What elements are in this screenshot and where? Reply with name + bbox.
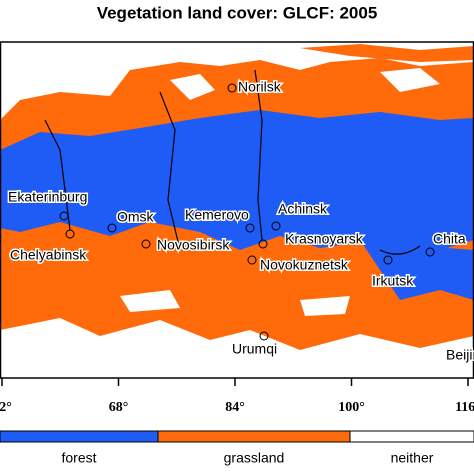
longitude-axis: 52° 68° 84° 100° 116° <box>0 378 474 415</box>
tick-label: 68° <box>109 400 129 415</box>
city-label: Norilsk <box>238 79 282 95</box>
city-label: Chita <box>433 231 466 247</box>
city-marker <box>247 255 257 265</box>
city-marker <box>271 221 281 231</box>
legend-label: forest <box>61 450 96 466</box>
city-marker <box>107 223 117 233</box>
white-patch <box>170 68 440 100</box>
legend-swatch <box>157 430 351 443</box>
city-marker <box>65 229 75 239</box>
legend-swatch <box>349 430 474 443</box>
city-marker <box>258 239 268 249</box>
city-label: Beijing <box>446 347 474 363</box>
white-south <box>0 318 474 378</box>
city-label: Krasnoyarsk <box>285 231 364 247</box>
city-label: Chelyabinsk <box>10 247 87 263</box>
legend-label: grassland <box>224 450 285 466</box>
city-marker <box>227 83 237 93</box>
forest-east <box>360 240 474 300</box>
city-marker <box>259 331 269 341</box>
title: Vegetation land cover: GLCF: 2005 <box>97 3 378 22</box>
city-label: Kemerovo <box>185 207 249 223</box>
city-label: Urumqi <box>232 341 277 357</box>
tick-label: 116° <box>455 400 474 415</box>
tick-label: 84° <box>225 400 245 415</box>
city-label: Novosibirsk <box>157 237 230 253</box>
city-marker <box>245 223 255 233</box>
land-cover <box>0 42 474 378</box>
legend: forest grassland neither <box>0 430 474 466</box>
city-marker <box>59 211 69 221</box>
city-labels: Norilsk Ekaterinburg Omsk Kemerovo Achin… <box>7 77 474 364</box>
legend-swatch <box>0 430 159 443</box>
city-label: Achinsk <box>278 201 328 217</box>
grassland-north <box>300 44 474 62</box>
city-label: Ekaterinburg <box>8 189 87 205</box>
tick-label: 100° <box>338 400 365 415</box>
city-label: Novokuznetsk <box>260 257 349 273</box>
legend-label: neither <box>391 450 434 466</box>
city-label: Omsk <box>117 209 155 225</box>
city-label: Irkutsk <box>372 273 414 289</box>
forest-area <box>0 110 474 256</box>
rivers <box>44 69 421 255</box>
tick-label: 52° <box>0 400 12 415</box>
city-marker <box>383 255 393 265</box>
city-marker <box>425 247 435 257</box>
white-patch-south <box>120 290 350 316</box>
city-marker <box>141 239 151 249</box>
